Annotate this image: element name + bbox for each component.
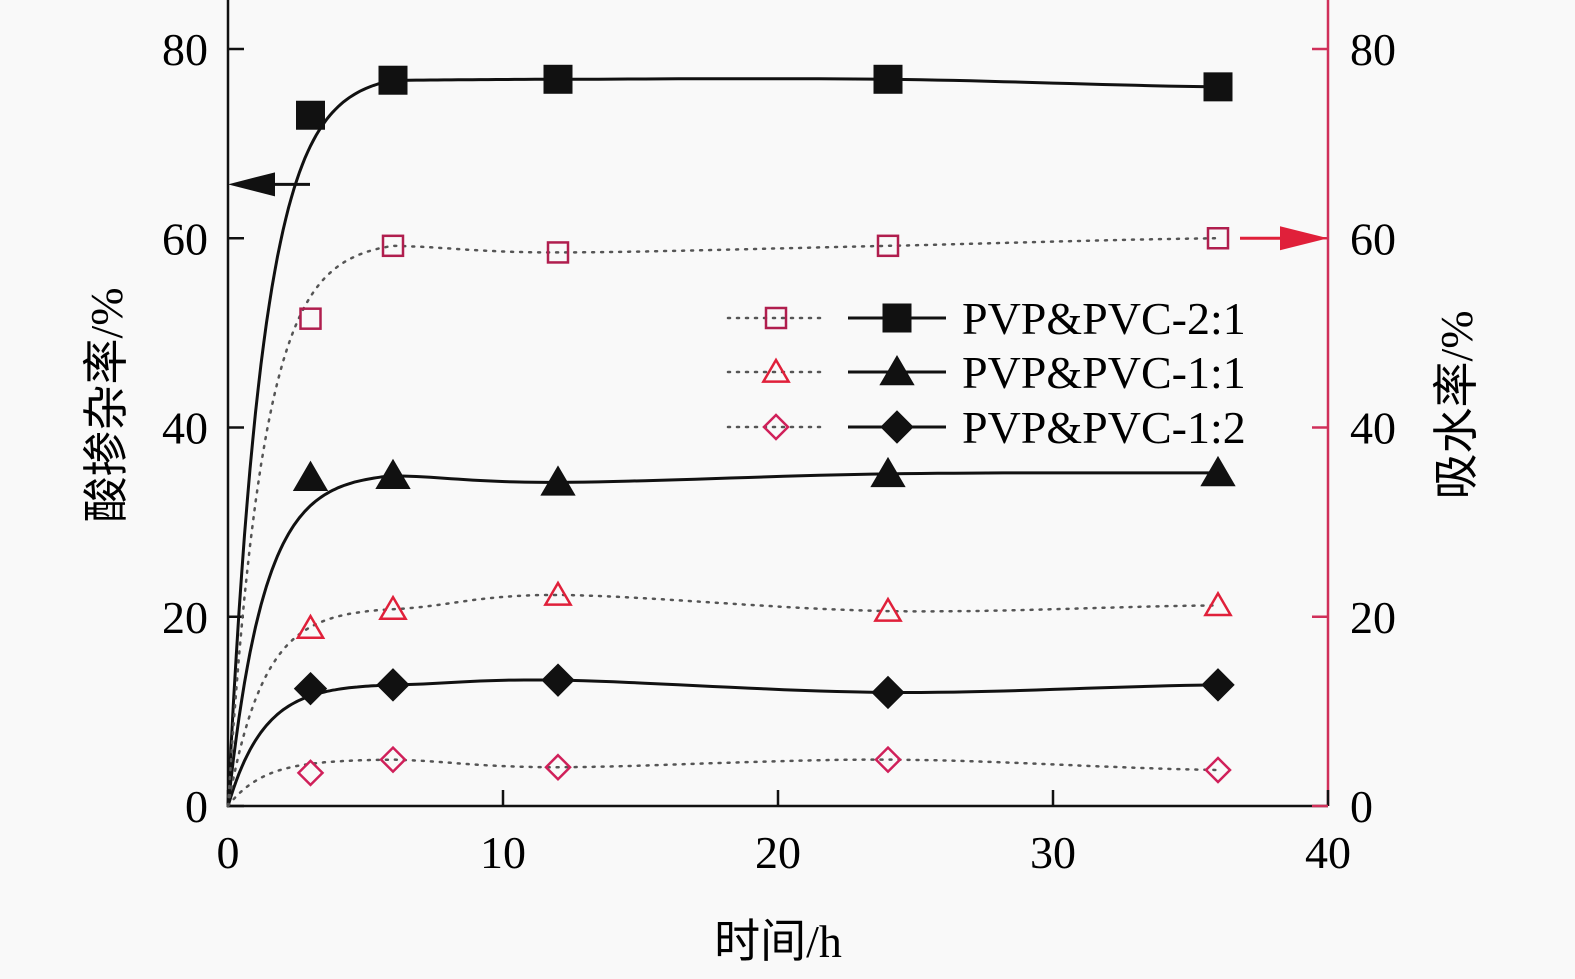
curve-series-3 xyxy=(226,236,1220,808)
y2-tick-label: 40 xyxy=(1350,403,1396,454)
y2-tick-label: 0 xyxy=(1350,781,1373,832)
data-point-series-5 xyxy=(379,745,407,774)
arrow-right-head xyxy=(1280,226,1328,251)
data-point-series-4 xyxy=(378,594,408,621)
x-tick-label: 30 xyxy=(1030,827,1076,878)
legend-marker-filled xyxy=(882,303,912,333)
curve-series-5 xyxy=(226,758,1220,808)
data-point-series-3 xyxy=(1206,227,1230,250)
arrow-left-head xyxy=(228,172,275,197)
legend-marker-filled xyxy=(880,410,914,444)
y2-axis-label: 吸水率/% xyxy=(1431,310,1482,499)
legend-label: PVP&PVC-2:1 xyxy=(962,293,1246,344)
data-point-series-2 xyxy=(871,675,905,710)
data-point-series-1 xyxy=(292,460,329,491)
data-point-series-3 xyxy=(381,234,405,258)
legend-label: PVP&PVC-1:2 xyxy=(962,402,1246,453)
legend-marker-open xyxy=(761,357,791,383)
data-point-series-0 xyxy=(1203,72,1233,102)
data-point-series-1 xyxy=(870,456,906,488)
legend-marker-open xyxy=(762,413,790,441)
curve-series-1 xyxy=(226,471,1220,808)
x-tick-label: 20 xyxy=(755,827,801,878)
data-point-series-1 xyxy=(540,465,576,496)
y-tick-label: 60 xyxy=(162,213,208,264)
data-point-series-4 xyxy=(543,580,573,606)
data-point-series-4 xyxy=(873,596,903,622)
y-tick-label: 20 xyxy=(162,592,208,643)
y2-tick-label: 80 xyxy=(1350,24,1396,75)
data-point-series-1 xyxy=(375,458,411,490)
data-point-series-4 xyxy=(1203,590,1233,617)
data-point-series-5 xyxy=(296,759,325,787)
markers xyxy=(292,64,1236,787)
data-point-series-4 xyxy=(295,613,326,639)
data-point-series-2 xyxy=(541,663,575,697)
curve-series-2 xyxy=(226,678,1220,808)
x-tick-label: 10 xyxy=(480,827,526,878)
data-point-series-3 xyxy=(546,241,570,264)
y-tick-label: 0 xyxy=(185,781,208,832)
x-tick-label: 40 xyxy=(1305,827,1351,878)
y-axis-label: 酸掺杂率/% xyxy=(81,287,132,522)
y2-tick-label: 60 xyxy=(1350,213,1396,264)
data-point-series-5 xyxy=(544,753,572,781)
data-point-series-2 xyxy=(293,671,328,706)
legend-marker-open xyxy=(764,306,788,330)
y-tick-label: 80 xyxy=(162,24,208,75)
y-tick-label: 40 xyxy=(162,403,208,454)
x-axis-label: 时间/h xyxy=(714,916,842,967)
data-point-series-2 xyxy=(376,668,410,702)
data-point-series-0 xyxy=(873,64,903,94)
data-point-series-1 xyxy=(1200,455,1236,487)
curve-series-4 xyxy=(226,593,1220,808)
data-point-series-2 xyxy=(1201,668,1235,702)
data-point-series-0 xyxy=(296,100,325,130)
data-point-series-5 xyxy=(874,745,902,774)
data-point-series-0 xyxy=(543,64,573,94)
data-point-series-3 xyxy=(299,307,322,330)
x-tick-label: 0 xyxy=(217,827,240,878)
data-point-series-0 xyxy=(378,65,408,95)
legend-marker-filled xyxy=(879,355,915,386)
y2-tick-label: 20 xyxy=(1350,592,1396,643)
legend-label: PVP&PVC-1:1 xyxy=(962,347,1246,398)
data-point-series-3 xyxy=(876,234,900,258)
data-point-series-5 xyxy=(1204,756,1232,784)
